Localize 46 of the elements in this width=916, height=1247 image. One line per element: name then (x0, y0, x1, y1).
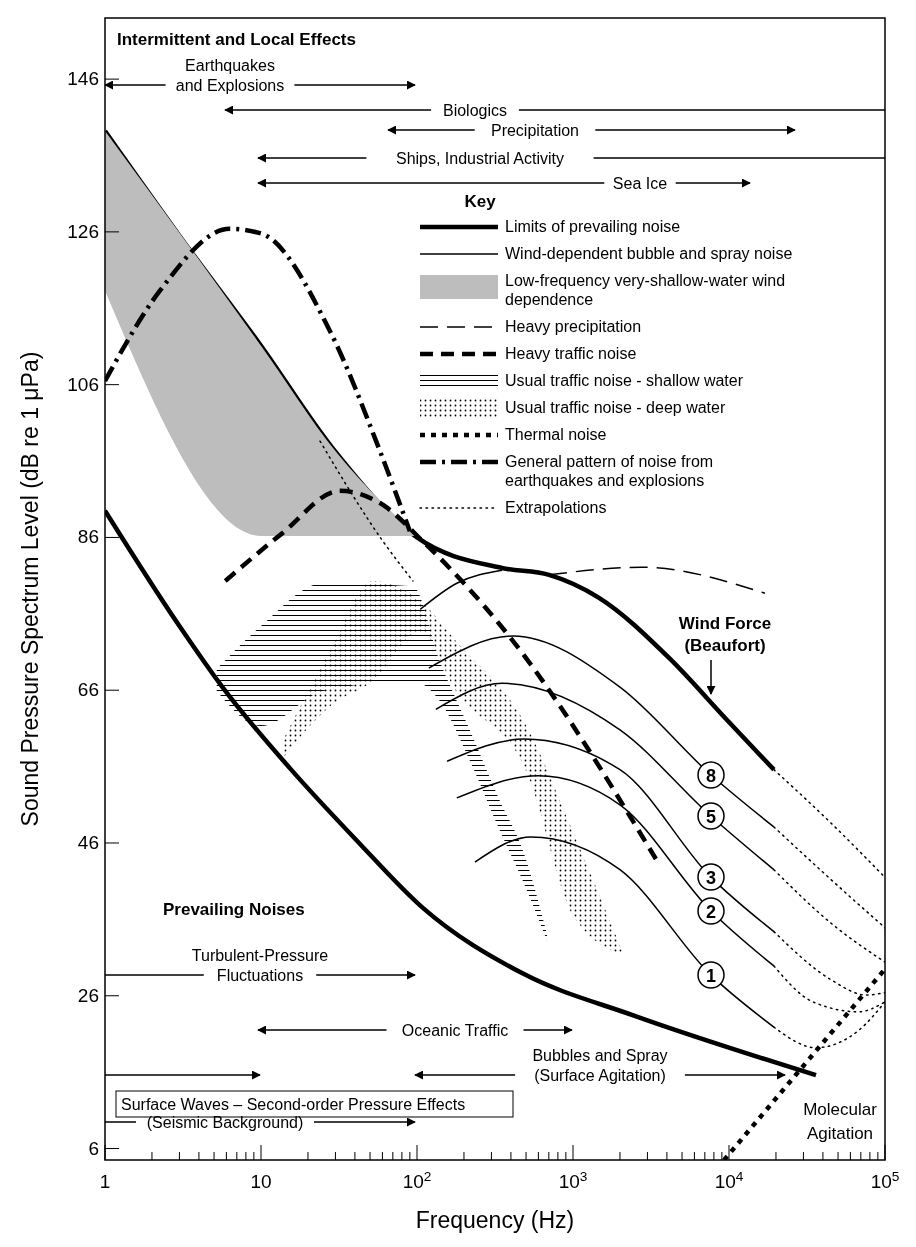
legend-label: Low-frequency very-shallow-water wind dependence (505, 272, 786, 308)
legend-label: Heavy precipitation (505, 318, 642, 335)
annotation: Wind Force (Beaufort) (678, 614, 772, 655)
legend-label: Heavy traffic noise (505, 345, 637, 362)
legend-title: Key (464, 192, 497, 211)
annotation: 5 (705, 806, 717, 827)
legend-label: Wind-dependent bubble and spray noise (505, 245, 793, 262)
annotation: Oceanic Traffic (401, 1022, 509, 1039)
annotation: Ships, Industrial Activity (395, 150, 565, 167)
x-tick-label: 10$^{3}$ (558, 1168, 588, 1192)
annotation: Intermittent and Local Effects (117, 30, 356, 49)
annotation: Surface Waves – Second-order Pressure Effects (121, 1096, 466, 1113)
annotation: Prevailing Noises (163, 900, 305, 919)
legend-label: Thermal noise (505, 426, 607, 443)
x-tick-label: 10 (250, 1171, 272, 1192)
x-tick-label: 10$^{2}$ (402, 1168, 432, 1192)
annotation: (Seismic Background) (146, 1114, 304, 1131)
annotation: Molecular Agitation (803, 1100, 878, 1143)
legend-label: Extrapolations (505, 499, 607, 516)
y-tick-label: 26 (77, 984, 99, 1006)
y-tick-label: 106 (67, 373, 99, 395)
x-tick-label: 10$^{5}$ (870, 1168, 900, 1192)
legend-label: Usual traffic noise - shallow water (505, 372, 744, 389)
y-tick-label: 6 (88, 1137, 99, 1159)
legend-label: Limits of prevailing noise (505, 218, 681, 235)
x-axis-title: Frequency (Hz) (415, 1207, 575, 1233)
annotation: Turbulent-Pressure Fluctuations (191, 947, 329, 984)
annotation: Biologics (442, 102, 508, 119)
annotation: Sea Ice (612, 175, 668, 192)
legend-label: Usual traffic noise - deep water (505, 399, 726, 416)
annotation: Precipitation (490, 122, 580, 139)
annotation: Bubbles and Spray (Surface Agitation) (532, 1047, 668, 1084)
annotation: 2 (705, 901, 717, 922)
x-tick-label: 10$^{4}$ (714, 1168, 744, 1192)
x-tick-label: 1 (99, 1171, 111, 1192)
annotation: 1 (705, 965, 717, 986)
y-tick-label: 126 (67, 220, 99, 242)
y-tick-label: 66 (77, 679, 99, 701)
annotation: Earthquakes and Explosions (175, 57, 285, 94)
y-axis-title: Sound Pressure Spectrum Level (dB re 1 μPa) (17, 351, 43, 827)
y-tick-label: 86 (77, 526, 99, 548)
y-tick-label: 146 (67, 68, 99, 90)
legend-label: General pattern of noise from earthquakes and explosions (505, 453, 714, 489)
annotation: 8 (705, 765, 717, 786)
y-tick-label: 46 (77, 831, 99, 853)
annotation: 3 (705, 867, 717, 888)
